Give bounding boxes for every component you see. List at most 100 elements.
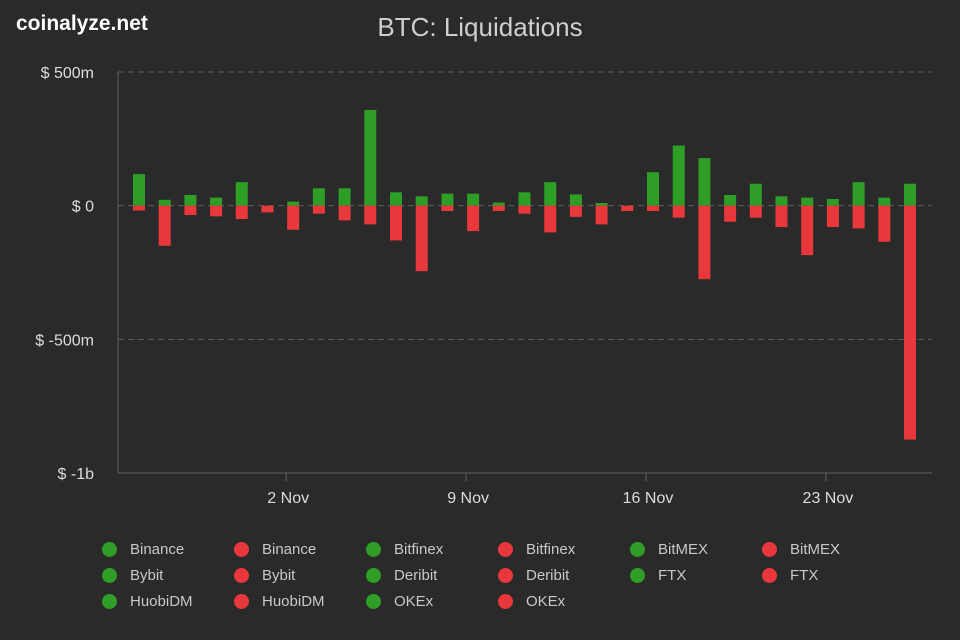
long-liquidation-bar[interactable]	[133, 174, 145, 206]
legend-marker-icon	[498, 593, 513, 609]
legend-item-ftx-short[interactable]: FTX	[762, 562, 894, 588]
short-liquidation-bar[interactable]	[338, 205, 351, 221]
legend-label: OKEx	[526, 592, 566, 610]
short-liquidation-bar[interactable]	[749, 205, 762, 218]
long-liquidation-bar[interactable]	[672, 145, 685, 206]
legend-label: Bitfinex	[526, 540, 576, 558]
long-liquidation-bar[interactable]	[544, 182, 557, 206]
legend-marker-icon	[234, 541, 249, 557]
legend-marker-icon	[762, 541, 777, 557]
liquidations-chart: BTC: Liquidations $ 500m $ 0 $ -500m $ -1b 2…	[35, 12, 932, 507]
legend-label: Bitfinex	[394, 540, 444, 558]
short-liquidation-bar[interactable]	[621, 205, 634, 212]
legend-item-okex-long[interactable]: OKEx	[366, 588, 498, 614]
short-liquidation-bar[interactable]	[518, 205, 531, 214]
short-liquidation-bar[interactable]	[261, 205, 274, 213]
long-liquidation-bar[interactable]	[775, 196, 788, 206]
short-liquidation-bar[interactable]	[415, 205, 428, 272]
long-liquidation-bar[interactable]	[595, 202, 608, 206]
long-liquidation-bar[interactable]	[724, 194, 737, 206]
long-liquidation-bar[interactable]	[287, 201, 300, 206]
legend-label: Bybit	[262, 566, 296, 584]
legend-marker-icon	[366, 541, 381, 557]
short-liquidation-bar[interactable]	[312, 205, 325, 214]
long-liquidation-bar[interactable]	[390, 192, 402, 206]
legend-marker-icon	[366, 593, 381, 609]
short-liquidation-bar[interactable]	[904, 205, 916, 440]
long-liquidation-bar[interactable]	[235, 182, 248, 206]
short-liquidation-bar[interactable]	[210, 205, 223, 217]
legend-label: BitMEX	[790, 540, 841, 558]
short-liquidation-bar[interactable]	[544, 205, 557, 233]
short-liquidation-bar[interactable]	[801, 205, 814, 256]
long-liquidation-bar[interactable]	[467, 193, 480, 206]
short-liquidation-bar[interactable]	[467, 205, 480, 232]
short-liquidation-bar[interactable]	[235, 205, 248, 220]
legend-marker-icon	[498, 541, 513, 557]
legend-marker-icon	[762, 567, 777, 583]
legend-item-bitmex-short[interactable]: BitMEX	[762, 536, 894, 562]
legend-item-binance-long[interactable]: Binance	[102, 536, 234, 562]
short-liquidation-bar[interactable]	[158, 205, 171, 246]
long-liquidation-bar[interactable]	[878, 197, 891, 206]
x-tick-label: 2 Nov	[267, 490, 309, 507]
long-liquidation-bar[interactable]	[184, 194, 197, 206]
long-liquidation-bar[interactable]	[801, 197, 814, 206]
short-liquidation-bar[interactable]	[492, 205, 505, 212]
long-liquidation-bar[interactable]	[904, 183, 916, 206]
short-liquidation-bar[interactable]	[184, 205, 197, 216]
long-liquidation-bar[interactable]	[492, 202, 505, 206]
legend-marker-icon	[234, 567, 249, 583]
legend-item-bybit-short[interactable]: Bybit	[234, 562, 366, 588]
short-liquidation-bar[interactable]	[698, 205, 711, 280]
short-liquidation-bar[interactable]	[569, 205, 582, 217]
long-liquidation-bar[interactable]	[158, 199, 171, 206]
short-liquidation-bar[interactable]	[595, 205, 608, 225]
short-liquidation-bar[interactable]	[826, 205, 839, 228]
legend-label: BitMEX	[658, 540, 709, 558]
long-liquidation-bar[interactable]	[364, 109, 377, 206]
long-liquidation-bar[interactable]	[441, 193, 454, 206]
legend-item-binance-short[interactable]: Binance	[234, 536, 366, 562]
long-liquidation-bar[interactable]	[647, 172, 659, 206]
long-liquidation-bar[interactable]	[749, 183, 762, 206]
legend-label: Bybit	[130, 566, 164, 584]
legend-item-okex-short[interactable]: OKEx	[498, 588, 630, 614]
short-liquidation-bar[interactable]	[390, 205, 402, 241]
short-liquidation-bar[interactable]	[878, 205, 891, 242]
legend-item-huobidm-short[interactable]: HuobiDM	[234, 588, 366, 614]
y-tick-label: $ 0	[72, 199, 94, 216]
short-liquidation-bar[interactable]	[441, 205, 454, 212]
short-liquidation-bar[interactable]	[672, 205, 685, 218]
legend-label: Binance	[262, 540, 317, 558]
short-liquidation-bar[interactable]	[287, 205, 300, 230]
short-liquidation-bar[interactable]	[775, 205, 788, 228]
long-liquidation-bar[interactable]	[210, 197, 223, 206]
legend-item-deribit-short[interactable]: Deribit	[498, 562, 630, 588]
legend-marker-icon	[630, 541, 645, 557]
long-liquidation-bar[interactable]	[698, 158, 711, 206]
short-liquidation-bar[interactable]	[647, 205, 659, 212]
short-liquidation-bar[interactable]	[133, 205, 145, 211]
legend-item-bybit-long[interactable]: Bybit	[102, 562, 234, 588]
long-liquidation-bar[interactable]	[569, 194, 582, 206]
legend-label: Deribit	[526, 566, 570, 584]
legend-item-bitfinex-short[interactable]: Bitfinex	[498, 536, 630, 562]
long-liquidation-bar[interactable]	[312, 188, 325, 206]
legend-item-bitmex-long[interactable]: BitMEX	[630, 536, 762, 562]
y-tick-label: $ -500m	[35, 332, 94, 349]
legend-item-bitfinex-long[interactable]: Bitfinex	[366, 536, 498, 562]
legend-item-deribit-long[interactable]: Deribit	[366, 562, 498, 588]
long-liquidation-bar[interactable]	[826, 198, 839, 206]
short-liquidation-bar[interactable]	[364, 205, 377, 225]
short-liquidation-bar[interactable]	[852, 205, 865, 229]
short-liquidation-bar[interactable]	[724, 205, 737, 222]
x-tick-label: 16 Nov	[623, 490, 674, 507]
long-liquidation-bar[interactable]	[852, 182, 865, 206]
legend-item-huobidm-long[interactable]: HuobiDM	[102, 588, 234, 614]
long-liquidation-bar[interactable]	[415, 196, 428, 206]
legend-label: HuobiDM	[262, 592, 325, 610]
long-liquidation-bar[interactable]	[338, 188, 351, 206]
long-liquidation-bar[interactable]	[518, 192, 531, 206]
legend-item-ftx-long[interactable]: FTX	[630, 562, 762, 588]
